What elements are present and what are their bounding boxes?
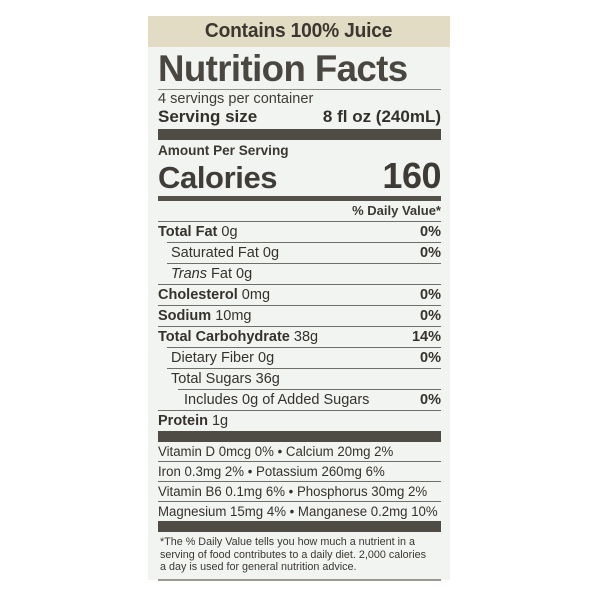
calories-row: Calories 160: [158, 158, 441, 196]
nutrient-row-saturated-fat: Saturated Fat 0g 0%: [158, 243, 441, 263]
amount-per-serving-label: Amount Per Serving: [158, 142, 289, 158]
vitamin-row-1: Vitamin D 0mcg 0% • Calcium 20mg 2%: [158, 444, 394, 459]
nutrient-row-trans-fat: Trans Fat 0g: [158, 264, 441, 284]
divider-trans-fat: [158, 284, 441, 285]
divider-dv-header: [158, 221, 441, 222]
nutrient-row-added-sugars: Includes 0g of Added Sugars 0%: [158, 390, 441, 410]
divider-added-sugars: [158, 410, 441, 411]
divider-title: [158, 89, 441, 90]
calories-label: Calories: [158, 160, 278, 195]
divider-cholesterol: [158, 305, 441, 306]
panel-body: Nutrition Facts 4 servings per container…: [148, 49, 450, 581]
divider-servings: [158, 129, 441, 140]
nutrient-row-dietary-fiber: Dietary Fiber 0g 0%: [158, 348, 441, 368]
nutrient-name-total-carbohydrate: Total Carbohydrate 38g: [158, 329, 319, 345]
nutrient-dv-saturated-fat: 0%: [420, 245, 441, 261]
nutrient-row-total-fat: Total Fat 0g 0%: [158, 222, 441, 242]
nutrient-dv-added-sugars: 0%: [420, 392, 441, 408]
divider-calories: [158, 196, 441, 201]
vitamin-row-3: Vitamin B6 0.1mg 6% • Phosphorus 30mg 2%: [158, 484, 428, 499]
nutrient-row-total-sugars: Total Sugars 36g: [158, 369, 441, 389]
page-title: Nutrition Facts: [158, 48, 408, 89]
divider-saturated-fat: [167, 263, 441, 264]
nutrient-row-cholesterol: Cholesterol 0mg 0%: [158, 285, 441, 305]
divider-protein: [158, 431, 441, 442]
divider-bottom: [158, 578, 441, 581]
nutrient-dv-sodium: 0%: [420, 308, 441, 324]
nutrient-name-dietary-fiber: Dietary Fiber 0g: [171, 350, 275, 366]
nutrient-name-total-sugars: Total Sugars 36g: [171, 371, 280, 387]
nutrient-row-protein: Protein 1g: [158, 411, 441, 431]
nutrient-dv-total-fat: 0%: [420, 224, 441, 240]
nutrient-dv-total-carbohydrate: 14%: [411, 329, 441, 345]
servings-per-container: 4 servings per container: [158, 90, 314, 107]
nutrient-name-added-sugars: Includes 0g of Added Sugars: [184, 392, 370, 408]
vitamin-row-2: Iron 0.3mg 2% • Potassium 260mg 6%: [158, 464, 385, 479]
serving-size-value: 8 fl oz (240mL): [322, 107, 441, 126]
claim-banner-text: Contains 100% Juice: [205, 20, 393, 42]
divider-vitamin-1: [158, 461, 441, 462]
divider-vitamins: [158, 521, 441, 532]
nutrient-row-total-carbohydrate: Total Carbohydrate 38g 14%: [158, 327, 441, 347]
divider-vitamin-3: [158, 501, 441, 502]
calories-value: 160: [382, 155, 441, 196]
nutrient-name-saturated-fat: Saturated Fat 0g: [171, 245, 280, 261]
contains-juice-banner: Contains 100% Juice: [148, 16, 450, 47]
vitamin-row-4: Magnesium 15mg 4% • Manganese 0.2mg 10%: [158, 504, 438, 519]
serving-size-row: Serving size 8 fl oz (240mL): [158, 107, 441, 129]
divider-dietary-fiber: [167, 368, 441, 369]
nutrient-dv-dietary-fiber: 0%: [420, 350, 441, 366]
divider-total-carbohydrate: [167, 347, 441, 348]
daily-value-header: % Daily Value*: [352, 203, 441, 218]
daily-value-footnote: *The % Daily Value tells you how much a …: [159, 536, 427, 573]
nutrient-row-sodium: Sodium 10mg 0%: [158, 306, 441, 326]
divider-sodium: [158, 326, 441, 327]
nutrient-name-sodium: Sodium 10mg: [158, 308, 252, 324]
divider-vitamin-2: [158, 481, 441, 482]
nutrient-name-protein: Protein 1g: [158, 413, 229, 429]
nutrient-dv-cholesterol: 0%: [420, 287, 441, 303]
nutrient-name-total-fat: Total Fat 0g: [158, 224, 238, 240]
nutrition-facts-panel: Contains 100% Juice Nutrition Facts 4 se…: [148, 16, 450, 581]
nutrient-name-cholesterol: Cholesterol 0mg: [158, 287, 271, 303]
serving-size-label: Serving size: [158, 107, 258, 126]
nutrient-name-trans-fat: Trans Fat 0g: [171, 266, 253, 282]
divider-total-fat: [167, 242, 441, 243]
divider-total-sugars: [178, 389, 441, 390]
